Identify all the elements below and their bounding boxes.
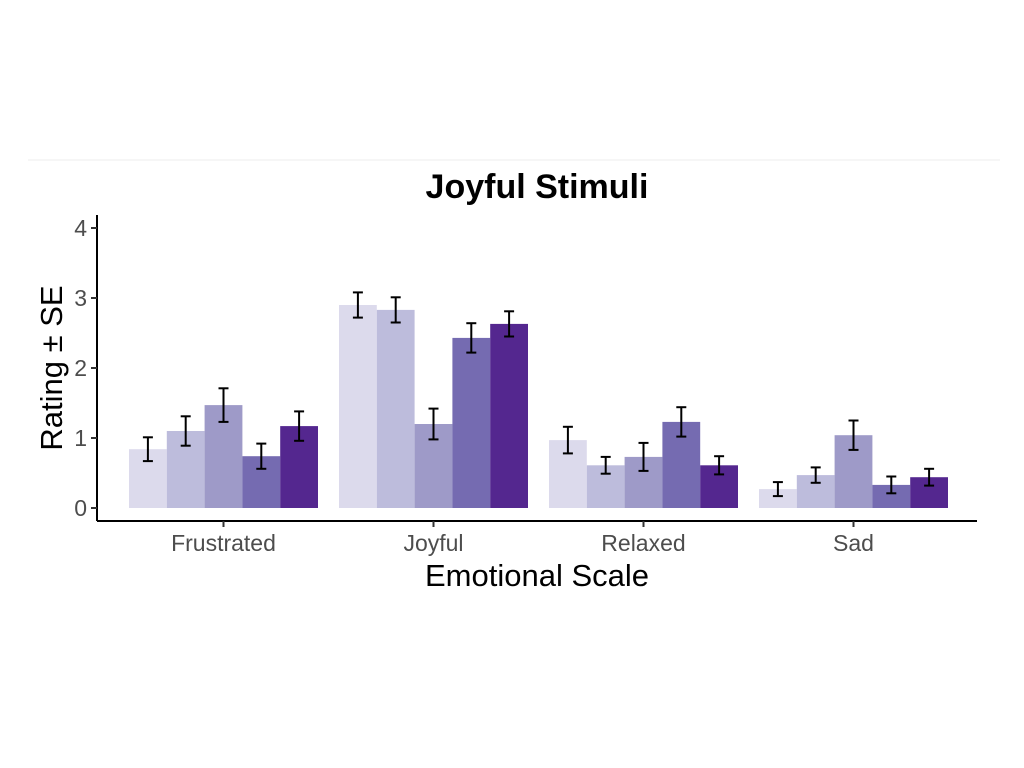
error-bar-joyful-2 [390, 296, 401, 324]
error-bar-joyful-4 [466, 322, 477, 354]
x-tick-label: Relaxed [601, 530, 685, 556]
error-bar-relaxed-1 [562, 425, 573, 455]
y-axis-title: Rating ± SE [34, 285, 69, 450]
bar-joyful-1 [339, 305, 377, 508]
error-bar-relaxed-4 [676, 406, 687, 438]
bar-sad-1 [759, 489, 797, 508]
error-bar-frustrated-4 [256, 442, 267, 470]
error-bar-relaxed-2 [600, 455, 611, 475]
bars-layer [129, 305, 948, 508]
bar-sad-4 [872, 484, 911, 508]
error-bar-relaxed-5 [714, 455, 725, 476]
y-tick-label: 4 [74, 215, 87, 241]
error-bar-frustrated-2 [180, 415, 191, 447]
bar-joyful-4 [452, 337, 491, 508]
x-tick-label: Joyful [403, 530, 463, 556]
x-axis-ticks: Frustrated Joyful Relaxed Sad [171, 521, 874, 556]
x-axis-title: Emotional Scale [425, 558, 649, 593]
error-bars-layer [142, 291, 935, 498]
error-bar-joyful-1 [352, 291, 363, 319]
error-bar-frustrated-5 [294, 410, 305, 442]
error-bar-sad-3 [848, 419, 859, 451]
error-bar-relaxed-3 [638, 441, 649, 472]
error-bar-sad-4 [886, 475, 897, 495]
y-tick-label: 0 [74, 495, 87, 521]
error-bar-frustrated-3 [218, 387, 229, 423]
y-tick-label: 1 [74, 425, 87, 451]
chart-title: Joyful Stimuli [426, 168, 649, 206]
bar-joyful-2 [376, 309, 415, 508]
error-bar-sad-1 [772, 481, 783, 498]
error-bar-frustrated-1 [142, 436, 153, 463]
error-bar-sad-5 [924, 467, 935, 487]
error-bar-sad-2 [810, 466, 821, 484]
error-bar-joyful-3 [428, 407, 439, 441]
x-tick-label: Sad [833, 530, 874, 556]
y-axis-ticks: 0 1 2 3 4 [74, 215, 97, 521]
x-tick-label: Frustrated [171, 530, 276, 556]
y-tick-label: 2 [74, 355, 87, 381]
bar-joyful-5 [490, 323, 528, 508]
y-tick-label: 3 [74, 285, 87, 311]
error-bar-joyful-5 [504, 310, 515, 338]
